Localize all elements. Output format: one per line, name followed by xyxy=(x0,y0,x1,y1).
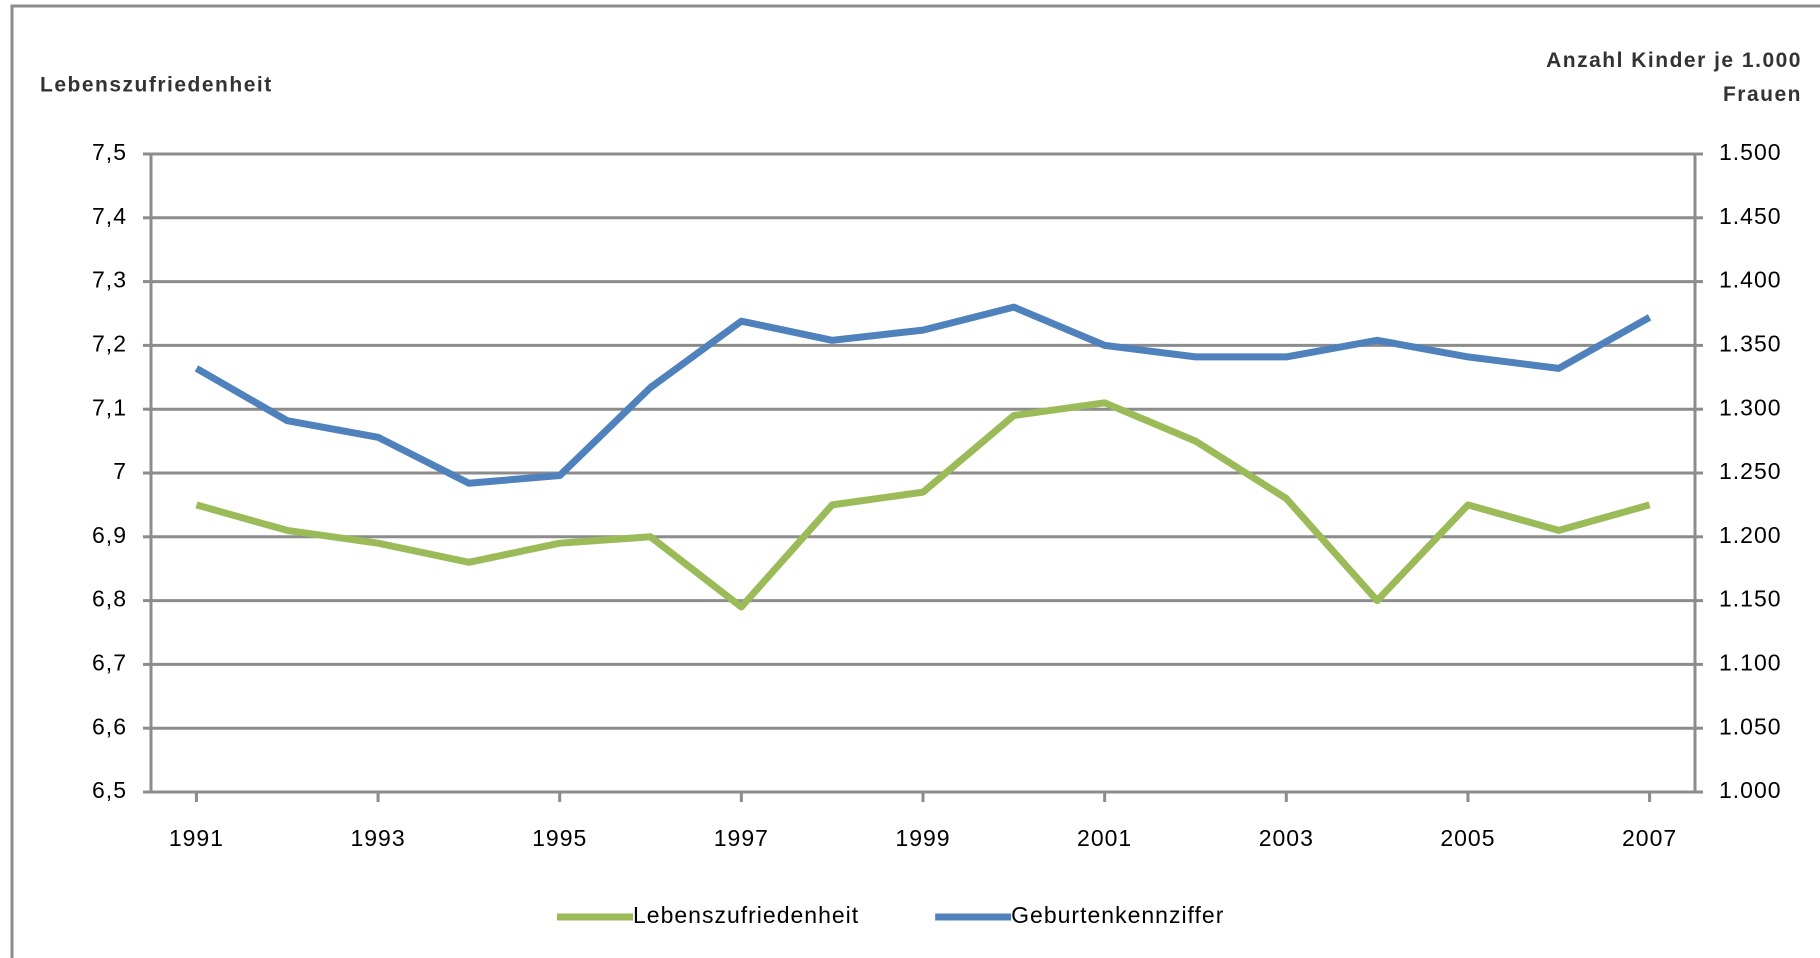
y-tick-label: 6,7 xyxy=(92,649,127,675)
y-axis-title: Lebenszufriedenheit xyxy=(40,74,273,97)
x-tick-label: 1991 xyxy=(169,825,224,851)
y-tick-label: 7,3 xyxy=(92,267,127,293)
y2-tick-label: 1.050 xyxy=(1719,713,1782,739)
y-tick-label: 6,6 xyxy=(92,713,127,739)
legend-label: Lebenszufriedenheit xyxy=(633,902,859,928)
chart-frame xyxy=(10,4,1820,958)
series-line xyxy=(195,399,1651,611)
y-tick-label: 7,1 xyxy=(92,394,127,420)
y2-tick-label: 1.300 xyxy=(1719,394,1782,420)
y-tick-label: 7,2 xyxy=(92,330,127,356)
y2-tick-label: 1.000 xyxy=(1719,777,1782,803)
x-tick-label: 1995 xyxy=(532,825,587,851)
y2-tick-label: 1.450 xyxy=(1719,203,1782,229)
legend-label: Geburtenkennziffer xyxy=(1011,902,1224,928)
y-tick-label: 7 xyxy=(113,458,127,484)
x-tick-label: 2001 xyxy=(1077,825,1132,851)
y-tick-label: 7,4 xyxy=(92,203,127,229)
y2-axis-title: Anzahl Kinder je 1.000 Frauen xyxy=(1546,49,1802,106)
x-tick-label: 1993 xyxy=(350,825,405,851)
x-tick-label: 1999 xyxy=(895,825,950,851)
x-tick-label: 2005 xyxy=(1440,825,1495,851)
y-tick-label: 7,5 xyxy=(92,139,127,165)
y2-tick-label: 1.150 xyxy=(1719,586,1782,612)
x-tick-label: 2003 xyxy=(1259,825,1314,851)
y-tick-label: 6,8 xyxy=(92,586,127,612)
y2-tick-label: 1.100 xyxy=(1719,649,1782,675)
y2-tick-label: 1.200 xyxy=(1719,522,1782,548)
x-tick-label: 1997 xyxy=(714,825,769,851)
series-line xyxy=(194,303,1652,487)
y-tick-label: 6,9 xyxy=(92,522,127,548)
y2-tick-label: 1.350 xyxy=(1719,330,1782,356)
x-tick-label: 2007 xyxy=(1622,825,1677,851)
y2-tick-label: 1.250 xyxy=(1719,458,1782,484)
y-tick-label: 6,5 xyxy=(92,777,127,803)
y2-tick-label: 1.400 xyxy=(1719,267,1782,293)
y2-tick-label: 1.500 xyxy=(1719,139,1782,165)
